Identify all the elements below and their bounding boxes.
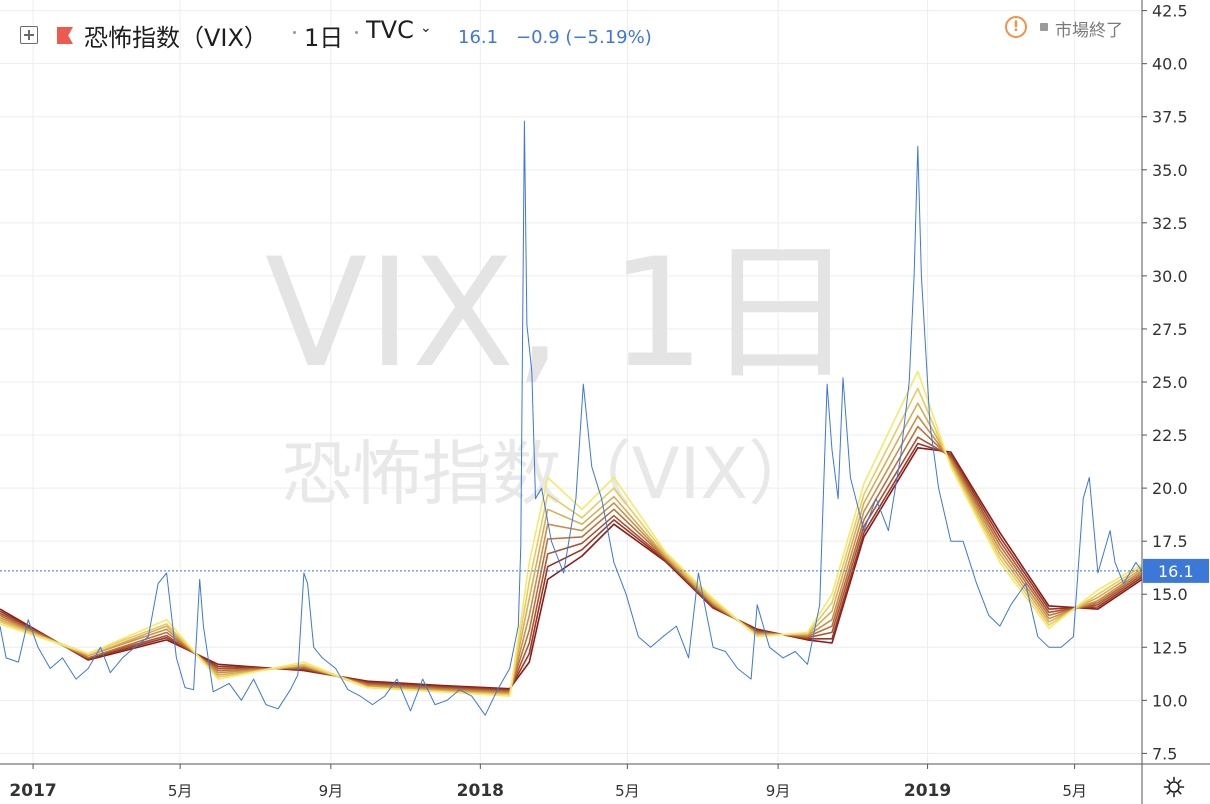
x-tick-label: 9月 xyxy=(766,782,791,800)
separator-dot xyxy=(293,31,296,34)
watermark-name-text: 恐怖指数（VIX） xyxy=(282,433,818,515)
x-tick-label: 2017 xyxy=(9,781,56,801)
y-tick-label: 15.0 xyxy=(1152,585,1188,604)
gear-icon[interactable] xyxy=(1163,776,1185,798)
x-tick-label: 5月 xyxy=(615,782,640,800)
watermark: VIX, 1日 恐怖指数（VIX） xyxy=(265,227,855,515)
x-tick-label: 2019 xyxy=(904,781,951,801)
ma-ribbon-line-5 xyxy=(0,370,1143,697)
last-price: 16.1 xyxy=(458,27,499,48)
x-tick-label: 5月 xyxy=(1062,782,1087,800)
y-tick-label: 22.5 xyxy=(1152,426,1188,445)
y-tick-label: 42.5 xyxy=(1152,2,1188,21)
last-price-label-bg xyxy=(1143,558,1209,583)
price-change: −0.9 (−5.19%) xyxy=(516,27,652,48)
ribbon-series-group xyxy=(0,370,1143,697)
y-tick-label: 25.0 xyxy=(1152,373,1188,392)
flag-icon xyxy=(57,27,73,44)
market-status: 市場終了 xyxy=(1055,21,1123,41)
y-tick-label: 10.0 xyxy=(1152,691,1188,710)
separator-dot xyxy=(355,31,358,34)
y-tick-label: 30.0 xyxy=(1152,267,1188,286)
y-tick-label: 35.0 xyxy=(1152,161,1188,180)
x-tick-label: 5月 xyxy=(168,782,193,800)
exchange-selector[interactable]: TVC xyxy=(366,16,414,44)
vix-price-line xyxy=(0,120,1143,716)
x-tick-label: 9月 xyxy=(319,782,344,800)
last-price-label: 16.1 xyxy=(1158,562,1194,581)
y-tick-label: 40.0 xyxy=(1152,55,1188,74)
y-tick-label: 12.5 xyxy=(1152,638,1188,657)
interval-selector[interactable]: 1日 xyxy=(304,24,344,52)
plus-square-icon[interactable] xyxy=(20,26,38,44)
chevron-down-icon[interactable]: ⌄ xyxy=(420,20,432,36)
ma-ribbon-line-8 xyxy=(0,387,1143,696)
chart-header: 恐怖指数（VIX） 1日 TVC ⌄ 16.1 −0.9 (−5.19%) ! … xyxy=(0,0,1140,64)
grid-layer xyxy=(0,0,1142,764)
watermark-symbol-text: VIX, 1日 xyxy=(265,227,855,401)
x-tick-label: 2018 xyxy=(457,781,504,801)
y-tick-label: 37.5 xyxy=(1152,108,1188,127)
y-tick-label: 7.5 xyxy=(1152,744,1177,763)
y-tick-label: 20.0 xyxy=(1152,479,1188,498)
market-status-indicator xyxy=(1040,23,1048,31)
y-tick-label: 17.5 xyxy=(1152,532,1188,551)
price-series-group xyxy=(0,120,1143,716)
symbol-title[interactable]: 恐怖指数（VIX） xyxy=(84,24,268,52)
y-tick-label: 32.5 xyxy=(1152,214,1188,233)
alert-circle-icon[interactable]: ! xyxy=(1005,16,1027,38)
y-tick-label: 27.5 xyxy=(1152,320,1188,339)
